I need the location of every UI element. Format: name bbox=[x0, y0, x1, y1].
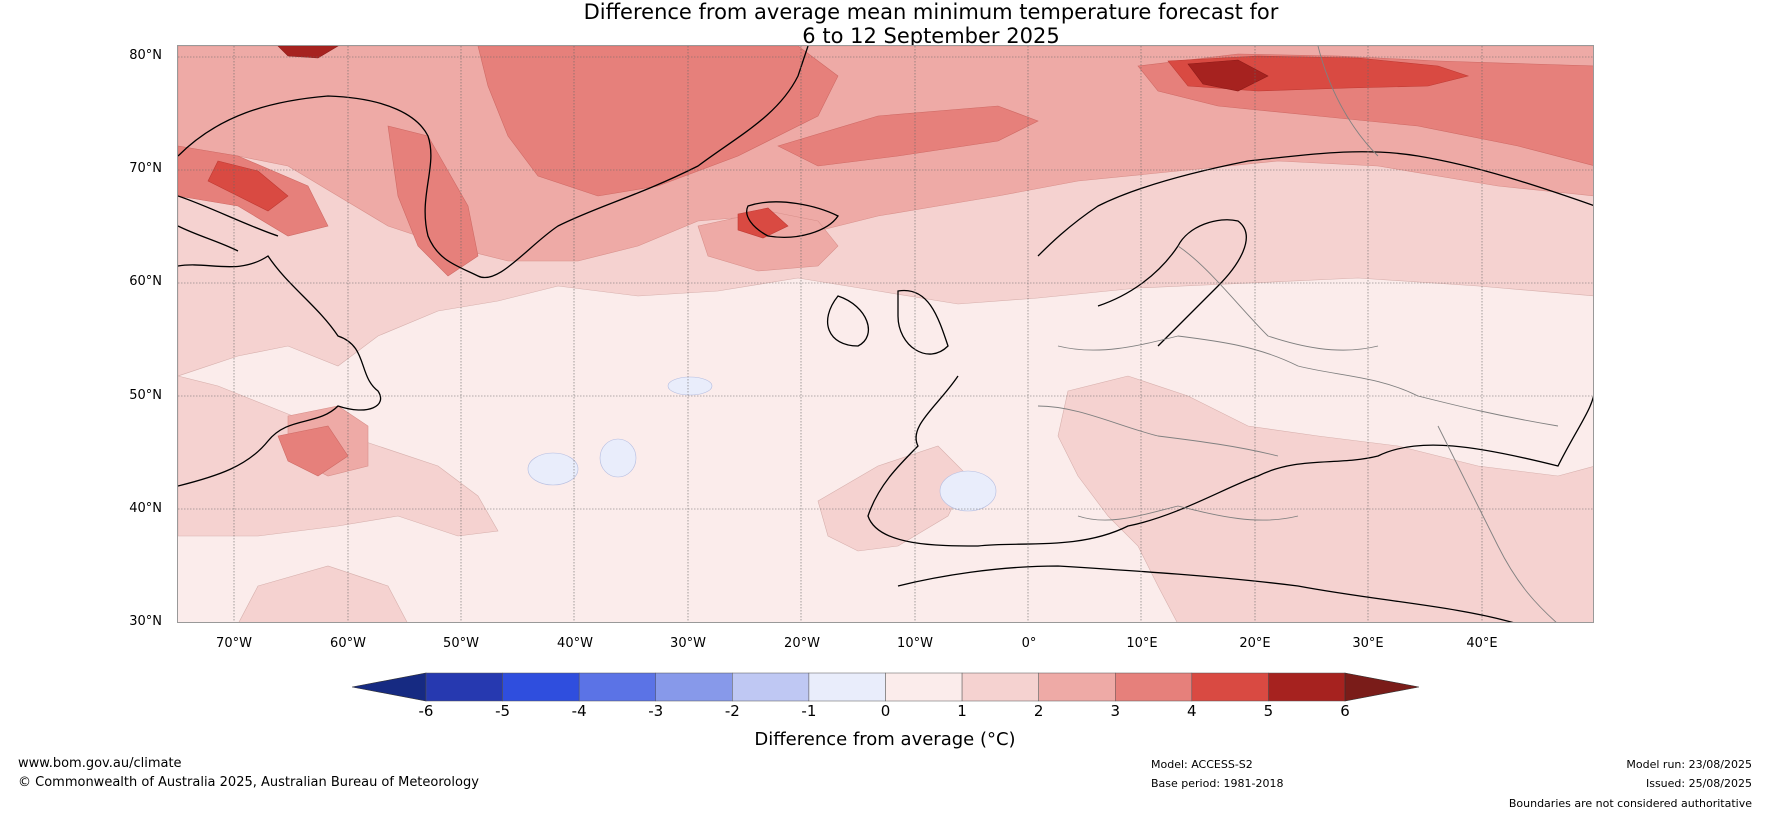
footer-model: Model: ACCESS-S2 bbox=[1151, 758, 1253, 771]
title-line-1: Difference from average mean minimum tem… bbox=[583, 0, 1279, 24]
colorbar-segment bbox=[732, 672, 810, 702]
colorbar-tick-label: 4 bbox=[1187, 702, 1197, 720]
map-title: Difference from average mean minimum tem… bbox=[0, 0, 1770, 48]
colorbar-segment bbox=[502, 672, 580, 702]
greenland-coastline bbox=[178, 46, 809, 279]
colorbar-tick-label: -4 bbox=[571, 702, 587, 720]
map-canvas bbox=[178, 46, 1593, 622]
colorbar-tick-label: -5 bbox=[495, 702, 511, 720]
colorbar-tick-label: -2 bbox=[724, 702, 740, 720]
lon-label-30e: 30°E bbox=[1352, 636, 1384, 651]
colorbar-tick-label: -3 bbox=[648, 702, 664, 720]
colorbar-segment bbox=[1115, 672, 1193, 702]
lat-label-60n: 60°N bbox=[129, 274, 162, 289]
colorbar-label: Difference from average (°C) bbox=[0, 730, 1770, 750]
footer-website: www.bom.gov.au/climate bbox=[18, 756, 182, 771]
colorbar-segment bbox=[578, 672, 657, 702]
lat-label-50n: 50°N bbox=[129, 388, 162, 403]
graticule bbox=[178, 46, 1593, 622]
title-line-2: 6 to 12 September 2025 bbox=[802, 24, 1060, 48]
north-america-coastline bbox=[178, 255, 382, 487]
colorbar-label-text: Difference from average (°C) bbox=[754, 729, 1016, 750]
lon-label-0: 0° bbox=[1021, 636, 1037, 651]
lon-label-40e: 40°E bbox=[1466, 636, 1498, 651]
colorbar-tick-label: 6 bbox=[1340, 702, 1350, 720]
colorbar-segment bbox=[1191, 672, 1269, 702]
baltic-coastline bbox=[1097, 219, 1247, 347]
colorbar-segment bbox=[961, 672, 1039, 702]
colorbar-segment bbox=[425, 672, 503, 702]
footer-boundaries: Boundaries are not considered authoritat… bbox=[1508, 797, 1752, 810]
colorbar-tick-label: -1 bbox=[801, 702, 817, 720]
lon-label-20e: 20°E bbox=[1239, 636, 1271, 651]
lon-label-30w: 30°W bbox=[670, 636, 706, 651]
colorbar-tick-label: -6 bbox=[418, 702, 434, 720]
footer-issued: Issued: 25/08/2025 bbox=[1645, 777, 1752, 790]
lon-label-60w: 60°W bbox=[330, 636, 366, 651]
colorbar-extend-high bbox=[1344, 672, 1419, 702]
footer-model-run: Model run: 23/08/2025 bbox=[1626, 758, 1752, 771]
lon-label-20w: 20°W bbox=[784, 636, 820, 651]
colorbar-segment bbox=[1268, 672, 1346, 702]
baffin-coastline bbox=[178, 195, 279, 252]
lon-label-40w: 40°W bbox=[557, 636, 593, 651]
footer-base-period: Base period: 1981-2018 bbox=[1151, 777, 1284, 790]
colorbar-extend-low bbox=[352, 672, 427, 702]
country-borders bbox=[1037, 46, 1559, 622]
lat-label-30n: 30°N bbox=[129, 614, 162, 629]
footer-copyright: © Commonwealth of Australia 2025, Austra… bbox=[18, 775, 479, 790]
anomaly-band-5-6 bbox=[277, 46, 1269, 92]
coastlines bbox=[178, 46, 1593, 622]
colorbar-segment bbox=[885, 672, 963, 702]
lon-label-10w: 10°W bbox=[897, 636, 933, 651]
lon-label-10e: 10°E bbox=[1126, 636, 1158, 651]
anomaly-band-minus-1-0 bbox=[527, 376, 997, 512]
colorbar-tick-label: 2 bbox=[1033, 702, 1044, 720]
colorbar-tick-label: 3 bbox=[1110, 702, 1121, 720]
colorbar bbox=[352, 672, 1419, 702]
iceland-coastline bbox=[746, 201, 839, 238]
temperature-anomaly-map bbox=[177, 45, 1594, 623]
lat-label-40n: 40°N bbox=[129, 501, 162, 516]
lon-label-50w: 50°W bbox=[443, 636, 479, 651]
colorbar-segment bbox=[655, 672, 733, 702]
colorbar-tick-label: 0 bbox=[880, 702, 891, 720]
lat-label-80n: 80°N bbox=[129, 48, 162, 63]
europe-coastline bbox=[827, 151, 1593, 622]
colorbar-tick-label: 1 bbox=[957, 702, 967, 720]
colorbar-segment bbox=[1038, 672, 1116, 702]
lat-label-70n: 70°N bbox=[129, 161, 162, 176]
lon-label-70w: 70°W bbox=[216, 636, 252, 651]
colorbar-tick-label: 5 bbox=[1263, 702, 1274, 720]
colorbar-segment bbox=[808, 672, 886, 702]
